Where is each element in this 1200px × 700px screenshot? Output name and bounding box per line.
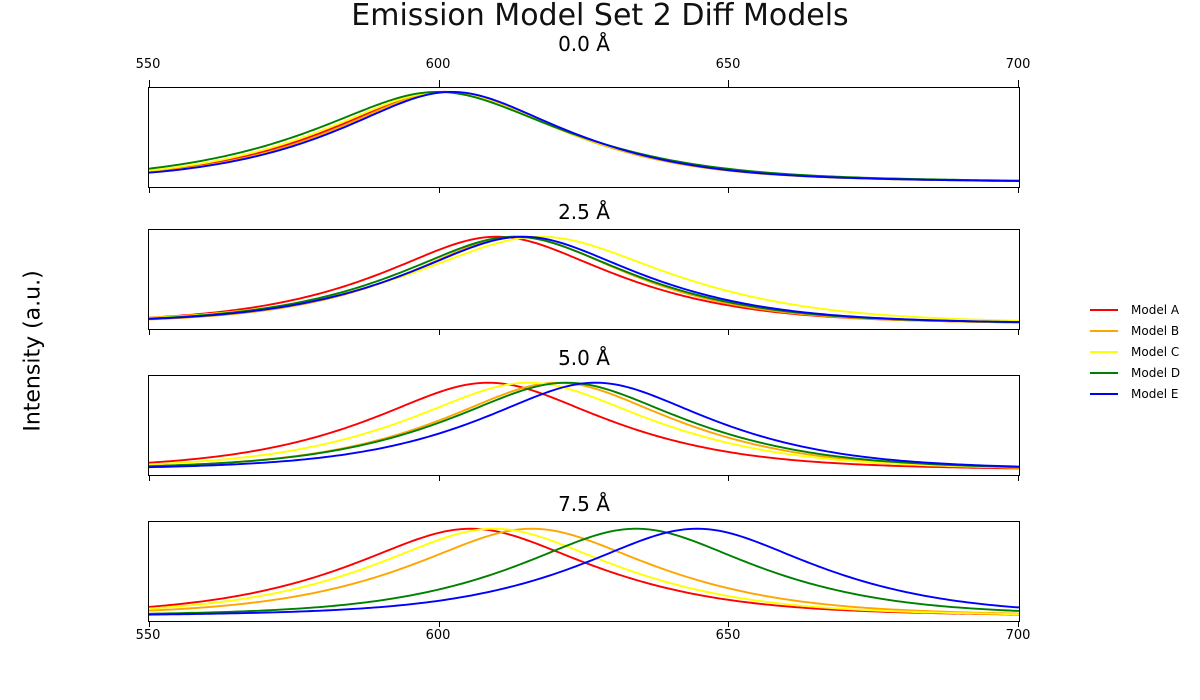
legend-label: Model D: [1131, 365, 1181, 380]
legend-item: Model E: [1090, 383, 1180, 404]
legend-label: Model A: [1131, 302, 1180, 317]
curve-model-e: [149, 235, 1019, 324]
plot-area-0: [149, 90, 1019, 183]
plot-panel-0: [148, 80, 1020, 193]
curve-model-e: [149, 527, 1019, 616]
x-tick-mark: [728, 187, 729, 193]
plot-panel-1: [148, 229, 1020, 335]
legend-item: Model D: [1090, 362, 1180, 383]
x-tick-mark: [439, 621, 440, 627]
x-tick-mark: [1018, 187, 1019, 193]
x-tick-mark: [728, 80, 729, 87]
curve-model-c: [149, 381, 1019, 469]
x-tick-label: 600: [425, 57, 451, 72]
legend-line-swatch: [1090, 371, 1118, 374]
x-tick-mark: [149, 475, 150, 481]
panel-title-3: 7.5 Å: [558, 492, 610, 516]
x-tick-mark: [1018, 329, 1019, 335]
x-tick-label: 550: [135, 628, 161, 643]
curve-model-d: [149, 527, 1019, 615]
x-tick-mark: [439, 475, 440, 481]
legend-line-swatch: [1090, 308, 1118, 311]
x-tick-mark: [149, 80, 150, 87]
x-tick-mark: [1018, 621, 1019, 627]
x-tick-label: 700: [1005, 57, 1031, 72]
x-tick-mark: [1018, 80, 1019, 87]
plot-area-1: [149, 235, 1019, 324]
legend-line-swatch: [1090, 350, 1118, 353]
x-tick-mark: [149, 621, 150, 627]
curve-model-b: [149, 381, 1019, 469]
x-tick-label: 700: [1005, 628, 1031, 643]
x-tick-mark: [439, 329, 440, 335]
x-tick-mark: [1018, 475, 1019, 481]
top-axis-tick-labels: 550 600 650 700: [136, 57, 1031, 73]
plot-panel-2: [148, 375, 1020, 481]
x-tick-label: 650: [715, 57, 741, 72]
legend-item: Model B: [1090, 320, 1180, 341]
legend-label: Model E: [1131, 386, 1179, 401]
plot-area-2: [149, 381, 1019, 470]
legend-label: Model C: [1131, 344, 1180, 359]
x-tick-label: 650: [715, 628, 741, 643]
panel-title-1: 2.5 Å: [558, 200, 610, 224]
legend-label: Model B: [1131, 323, 1180, 338]
x-tick-mark: [728, 475, 729, 481]
legend-line-swatch: [1090, 329, 1118, 332]
plot-panel-3: [148, 521, 1020, 627]
curve-model-e: [149, 90, 1019, 182]
x-tick-label: 600: [425, 628, 451, 643]
x-tick-label: 550: [135, 57, 161, 72]
legend-item: Model C: [1090, 341, 1180, 362]
x-tick-mark: [149, 329, 150, 335]
panel-title-0: 0.0 Å: [558, 32, 610, 56]
curve-model-a: [149, 527, 1019, 616]
panel-title-2: 5.0 Å: [558, 346, 610, 370]
x-tick-mark: [439, 187, 440, 193]
x-tick-mark: [149, 187, 150, 193]
legend: Model A Model B Model C Model D Model E: [1090, 299, 1180, 404]
curve-model-b: [149, 235, 1019, 324]
curve-model-d: [149, 235, 1019, 324]
figure-title: Emission Model Set 2 Diff Models: [351, 0, 849, 33]
bottom-axis-tick-labels: 550 600 650 700: [136, 628, 1031, 644]
curve-model-a: [149, 235, 1019, 324]
curve-model-e: [149, 381, 1019, 469]
x-tick-mark: [728, 329, 729, 335]
y-axis-label: Intensity (a.u.): [20, 270, 46, 432]
legend-line-swatch: [1090, 392, 1118, 395]
curve-model-c: [149, 527, 1019, 616]
legend-item: Model A: [1090, 299, 1180, 320]
curve-model-a: [149, 381, 1019, 470]
x-tick-mark: [728, 621, 729, 627]
curve-model-d: [149, 381, 1019, 469]
plot-area-3: [149, 527, 1019, 616]
x-tick-mark: [439, 80, 440, 87]
